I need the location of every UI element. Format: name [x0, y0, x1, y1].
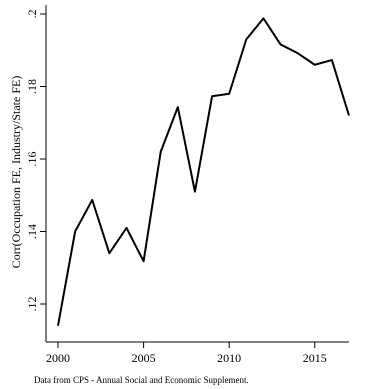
- y-axis-ticks: .12 .14 .16 .18 .2: [25, 10, 46, 312]
- y-tick-label: .2: [25, 10, 39, 19]
- x-tick-label: 2010: [217, 351, 241, 365]
- source-note: Data from CPS - Annual Social and Econom…: [34, 375, 249, 385]
- x-axis-ticks: 2000 2005 2010 2015: [46, 342, 327, 365]
- series-line: [57, 17, 350, 326]
- x-tick-label: 2000: [46, 351, 70, 365]
- x-tick-label: 2005: [132, 351, 156, 365]
- x-tick-label: 2015: [303, 351, 327, 365]
- y-tick-label: .14: [25, 224, 39, 239]
- y-axis-title: Corr(Occupation FE, Industry/State FE): [9, 76, 23, 269]
- y-tick-label: .16: [25, 152, 39, 167]
- y-tick-label: .18: [25, 79, 39, 94]
- y-tick-label: .12: [25, 297, 39, 312]
